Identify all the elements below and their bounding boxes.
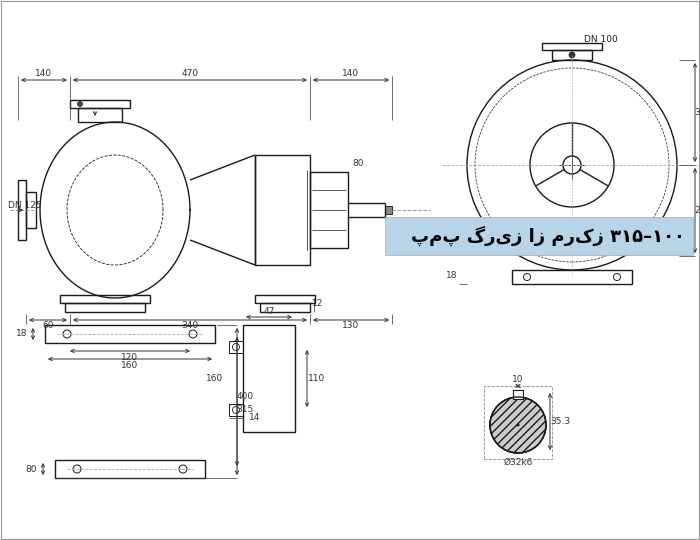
Text: 315: 315: [694, 108, 700, 117]
Text: 18: 18: [15, 329, 27, 339]
Bar: [385, 206, 392, 214]
Bar: [542, 43, 602, 50]
Bar: [45, 325, 215, 343]
Text: 12: 12: [312, 299, 323, 307]
Text: 400: 400: [237, 392, 253, 401]
Bar: [484, 386, 552, 459]
Text: 47: 47: [263, 307, 274, 315]
Text: 80: 80: [352, 159, 364, 168]
Bar: [385, 217, 693, 255]
Bar: [255, 155, 310, 265]
Text: 250: 250: [694, 206, 700, 215]
Text: 470: 470: [181, 70, 199, 78]
Bar: [78, 108, 122, 122]
Bar: [552, 50, 592, 60]
Bar: [18, 180, 26, 240]
Text: 14: 14: [249, 414, 260, 422]
Circle shape: [490, 397, 546, 453]
Circle shape: [517, 423, 519, 427]
Text: DN 100: DN 100: [584, 36, 617, 44]
Bar: [229, 404, 243, 416]
Bar: [310, 172, 348, 248]
Bar: [243, 325, 295, 432]
Bar: [70, 100, 130, 108]
Bar: [65, 303, 145, 312]
Text: 110: 110: [309, 374, 326, 383]
Circle shape: [490, 397, 546, 453]
Text: 160: 160: [121, 361, 139, 369]
Text: 315: 315: [237, 405, 253, 414]
Text: 60: 60: [42, 321, 54, 330]
Bar: [512, 270, 632, 284]
Text: 340: 340: [181, 321, 199, 330]
Bar: [55, 460, 205, 478]
Text: 80: 80: [25, 464, 37, 474]
Text: پمپ گریز از مرکز ۳۱۵–۱۰۰: پمپ گریز از مرکز ۳۱۵–۱۰۰: [411, 226, 685, 246]
Circle shape: [569, 52, 575, 58]
Circle shape: [78, 102, 83, 106]
Bar: [26, 192, 36, 228]
Bar: [513, 390, 523, 399]
Bar: [260, 303, 310, 312]
Text: 160: 160: [206, 374, 223, 383]
Text: Ø32k6: Ø32k6: [503, 457, 533, 467]
Text: 140: 140: [36, 70, 52, 78]
Text: 140: 140: [342, 70, 360, 78]
Text: 120: 120: [121, 353, 139, 361]
Bar: [255, 295, 315, 303]
Text: DN 125: DN 125: [8, 201, 41, 211]
Text: 35.3: 35.3: [550, 417, 570, 426]
Text: 10: 10: [512, 375, 524, 384]
Bar: [60, 295, 150, 303]
Text: 18: 18: [445, 272, 457, 280]
Bar: [229, 341, 243, 353]
Text: 130: 130: [342, 321, 360, 330]
